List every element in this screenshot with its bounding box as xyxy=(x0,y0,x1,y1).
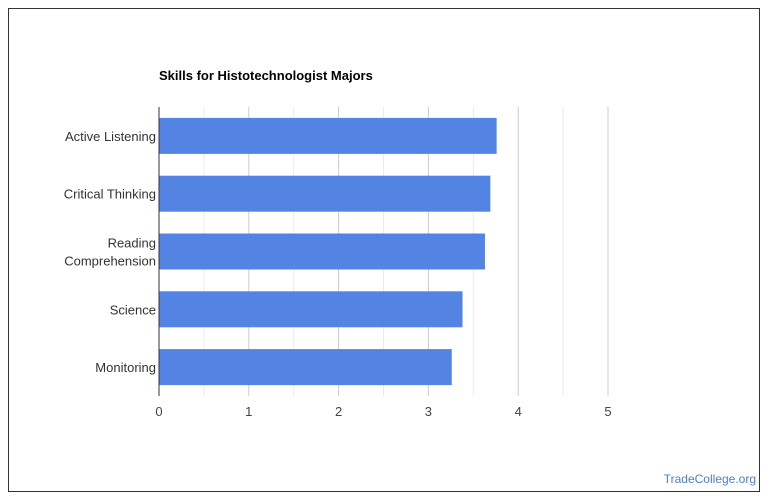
y-category-label: Science xyxy=(110,302,156,317)
y-category-label: Critical Thinking xyxy=(64,187,156,202)
x-tick-label: 1 xyxy=(245,404,252,419)
credit-link[interactable]: TradeCollege.org xyxy=(663,472,756,486)
bar xyxy=(159,233,485,270)
bar xyxy=(159,117,497,154)
x-tick-label: 2 xyxy=(335,404,342,419)
chart-frame xyxy=(8,8,760,492)
x-tick-label: 5 xyxy=(604,404,611,419)
y-category-label: Active Listening xyxy=(65,129,156,144)
bar xyxy=(159,291,463,328)
x-tick-label: 0 xyxy=(155,404,162,419)
y-category-label: Reading Comprehension xyxy=(64,236,156,269)
bar xyxy=(159,349,452,386)
chart-title: Skills for Histotechnologist Majors xyxy=(159,68,373,83)
x-tick-label: 4 xyxy=(515,404,522,419)
x-tick-label: 3 xyxy=(425,404,432,419)
y-category-label: Monitoring xyxy=(95,360,156,375)
bar xyxy=(159,175,491,212)
